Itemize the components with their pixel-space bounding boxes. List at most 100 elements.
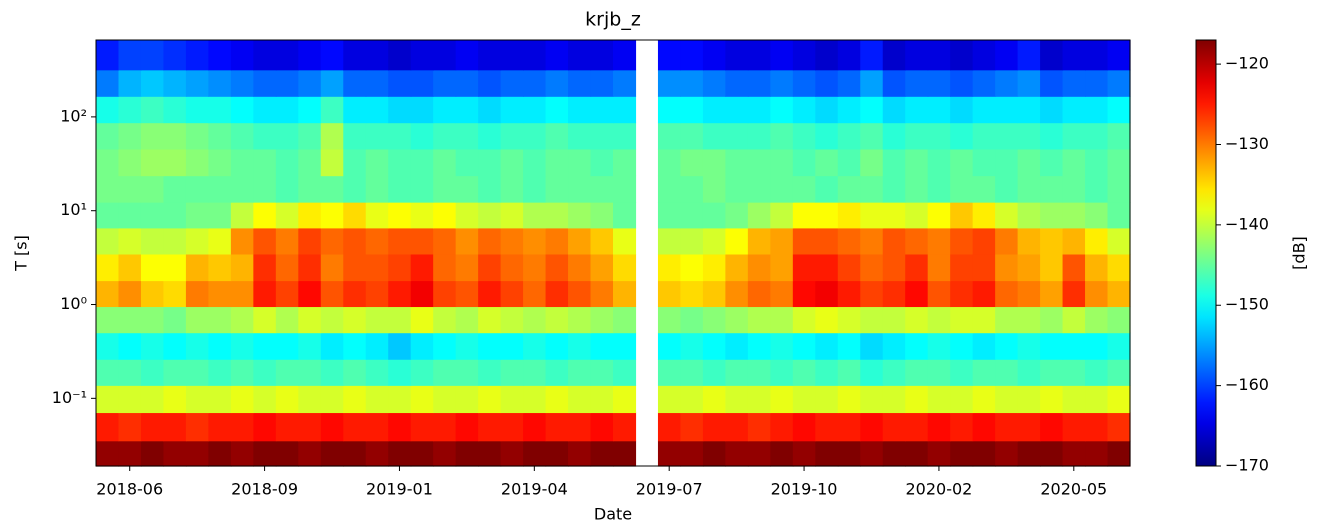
heatmap-cell <box>96 122 120 150</box>
heatmap-cell <box>230 40 254 71</box>
heatmap-cell <box>568 96 592 124</box>
heatmap-cell <box>972 385 996 414</box>
heatmap-cell <box>140 40 165 71</box>
heatmap-cell <box>1040 69 1064 97</box>
heatmap-cell <box>995 412 1019 442</box>
heatmap-cell <box>523 175 547 203</box>
heatmap-cell <box>208 227 232 255</box>
heatmap-cell <box>163 227 187 255</box>
heatmap-cell <box>388 385 412 414</box>
heatmap-cell <box>613 440 637 467</box>
heatmap-cell <box>837 40 861 71</box>
heatmap-cell <box>410 332 434 360</box>
heatmap-cell <box>702 175 726 203</box>
heatmap-cell <box>860 306 884 334</box>
heatmap-cell <box>1040 227 1064 255</box>
heatmap-cell <box>725 412 749 442</box>
heatmap-cell <box>815 202 839 229</box>
heatmap-cell <box>725 359 749 386</box>
heatmap-cell <box>747 69 771 97</box>
heatmap-cell <box>568 280 592 308</box>
heatmap-cell <box>860 227 884 255</box>
heatmap-cell <box>770 412 794 442</box>
heatmap-cell <box>185 40 209 71</box>
heatmap-cell <box>815 227 839 255</box>
heatmap-cell <box>478 359 502 386</box>
heatmap-cell <box>230 253 254 282</box>
heatmap-cell <box>253 253 277 282</box>
heatmap-cell <box>275 306 299 334</box>
heatmap-cell <box>972 96 996 124</box>
heatmap-cell <box>1085 227 1109 255</box>
heatmap-cell <box>1107 40 1131 71</box>
heatmap-cell <box>208 306 232 334</box>
heatmap-cell <box>455 69 479 97</box>
heatmap-cell <box>657 227 682 255</box>
heatmap-cell <box>613 96 637 124</box>
heatmap-cell <box>725 306 749 334</box>
heatmap-cell <box>680 440 704 467</box>
heatmap-cell <box>410 40 434 71</box>
heatmap-cell <box>298 440 322 467</box>
heatmap-cell <box>455 280 479 308</box>
heatmap-cell <box>995 96 1019 124</box>
heatmap-cell <box>1085 40 1109 71</box>
heatmap-cell <box>163 40 187 71</box>
heatmap-cell <box>545 122 569 150</box>
heatmap-cell <box>905 280 929 308</box>
heatmap-cell <box>657 253 682 282</box>
heatmap-cell <box>1107 306 1131 334</box>
heatmap-cell <box>320 412 344 442</box>
heatmap-cell <box>1085 202 1109 229</box>
heatmap-cell <box>365 148 389 177</box>
chart-title: krjb_z <box>585 9 641 31</box>
heatmap-cell <box>455 148 479 177</box>
heatmap-cell <box>343 280 367 308</box>
heatmap-cell <box>545 69 569 97</box>
heatmap-cell <box>568 253 592 282</box>
heatmap-cell <box>972 202 996 229</box>
heatmap-cell <box>882 227 906 255</box>
heatmap-cell <box>545 175 569 203</box>
heatmap-cell <box>1017 69 1041 97</box>
heatmap-cell <box>995 253 1019 282</box>
heatmap-cell <box>1062 69 1086 97</box>
y-axis-label: T [s] <box>12 235 31 272</box>
heatmap-cell <box>747 227 771 255</box>
heatmap-cell <box>590 40 614 71</box>
heatmap-cell <box>365 253 389 282</box>
heatmap-cell <box>882 280 906 308</box>
heatmap-cell <box>882 412 906 442</box>
heatmap-cell <box>927 332 951 360</box>
heatmap-cell <box>837 359 861 386</box>
heatmap-cell <box>905 96 929 124</box>
heatmap-cell <box>1062 280 1086 308</box>
heatmap-cell <box>882 96 906 124</box>
heatmap-cell <box>343 69 367 97</box>
heatmap-cell <box>343 227 367 255</box>
heatmap-cell <box>1017 385 1041 414</box>
heatmap-cell <box>1040 412 1064 442</box>
heatmap-cell <box>140 359 165 386</box>
heatmap-cell <box>365 306 389 334</box>
heatmap-cell <box>96 440 120 467</box>
heatmap-cell <box>770 175 794 203</box>
heatmap-cell <box>410 202 434 229</box>
heatmap-cell <box>995 148 1019 177</box>
heatmap-cell <box>702 148 726 177</box>
heatmap-cell <box>995 306 1019 334</box>
heatmap-cell <box>657 412 682 442</box>
heatmap-cell <box>837 202 861 229</box>
heatmap-cell <box>388 40 412 71</box>
heatmap-cell <box>1085 332 1109 360</box>
heatmap-cell <box>837 306 861 334</box>
heatmap-cell <box>905 122 929 150</box>
heatmap-cell <box>725 148 749 177</box>
heatmap-cell <box>725 175 749 203</box>
heatmap-cell <box>118 359 142 386</box>
heatmap-cell <box>882 69 906 97</box>
heatmap-cell <box>140 96 165 124</box>
heatmap-cell <box>320 122 344 150</box>
heatmap-cell <box>163 332 187 360</box>
heatmap-cell <box>96 148 120 177</box>
